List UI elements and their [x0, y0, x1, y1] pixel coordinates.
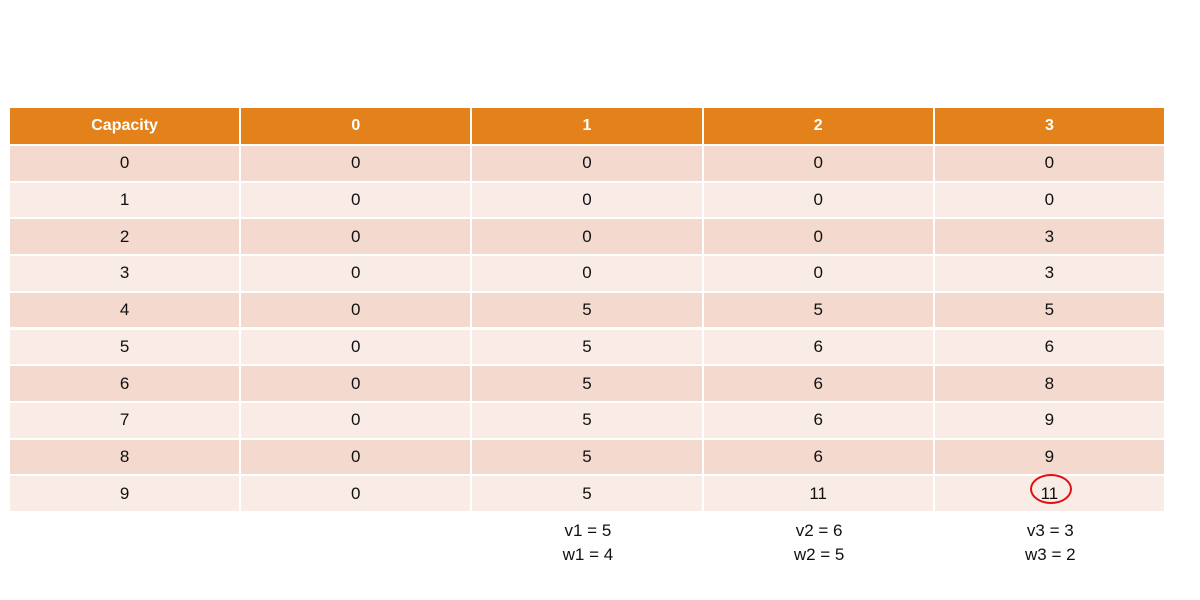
table-cell: 6 [10, 366, 240, 401]
table-cell: 0 [472, 182, 702, 218]
table-cell: 5 [703, 292, 933, 328]
table-cell: 0 [934, 182, 1164, 218]
table-cell: 0 [241, 439, 471, 475]
header-cell: 3 [934, 108, 1164, 144]
table-cell: 0 [241, 219, 471, 255]
table-cell: 5 [472, 366, 702, 401]
table-cell: 0 [703, 146, 933, 181]
item-note: w2 = 5 [793, 545, 845, 564]
table-cell: 5 [10, 329, 240, 365]
header-cell: 2 [703, 108, 933, 144]
table-cell: 11 [703, 476, 933, 511]
table-cell: 5 [934, 292, 1164, 328]
table-cell: 0 [241, 182, 471, 218]
table-cell: 0 [472, 256, 702, 291]
table-cell: 6 [703, 439, 933, 475]
item-note: v2 = 6 [795, 521, 843, 540]
highlight-circle [1030, 474, 1072, 504]
table-cell: 3 [10, 256, 240, 291]
table-cell: 8 [10, 439, 240, 475]
header-cell: 0 [241, 108, 471, 144]
table-cell: 0 [241, 402, 471, 438]
table-cell: 1 [10, 182, 240, 218]
table-cell: 0 [241, 256, 471, 291]
table-cell: 8 [934, 366, 1164, 401]
table-cell: 5 [472, 476, 702, 511]
header-cell: 1 [472, 108, 702, 144]
item-note: v3 = 3 [1026, 521, 1074, 540]
table-cell: 9 [10, 476, 240, 511]
table-cell: 5 [472, 402, 702, 438]
item-note: w3 = 2 [1025, 545, 1076, 564]
table-cell: 0 [10, 146, 240, 181]
table-cell: 0 [241, 366, 471, 401]
table-cell: 0 [703, 256, 933, 291]
table-cell: 5 [472, 329, 702, 365]
table-cell: 5 [472, 292, 702, 328]
table-cell: 9 [934, 439, 1164, 475]
table-cell: 6 [934, 329, 1164, 365]
table-cell: 9 [934, 402, 1164, 438]
table-cell: 0 [703, 182, 933, 218]
table-cell: 0 [241, 329, 471, 365]
item-note: w1 = 4 [562, 545, 614, 564]
table-cell: 0 [241, 292, 471, 328]
table-cell: 0 [934, 146, 1164, 181]
table-cell: 6 [703, 329, 933, 365]
table-cell: 6 [703, 366, 933, 401]
table-cell: 2 [10, 219, 240, 255]
table-cell: 3 [934, 256, 1164, 291]
table-cell: 0 [703, 219, 933, 255]
table-cell: 4 [10, 292, 240, 328]
table-cell: 0 [241, 146, 471, 181]
table-cell: 0 [472, 219, 702, 255]
table-cell: 3 [934, 219, 1164, 255]
table-cell: 6 [703, 402, 933, 438]
table-cell: 0 [241, 476, 471, 511]
item-note: v1 = 5 [564, 521, 612, 540]
table-cell: 5 [472, 439, 702, 475]
table-cell: 7 [10, 402, 240, 438]
table-cell: 0 [472, 146, 702, 181]
header-cell: Capacity [10, 108, 240, 144]
